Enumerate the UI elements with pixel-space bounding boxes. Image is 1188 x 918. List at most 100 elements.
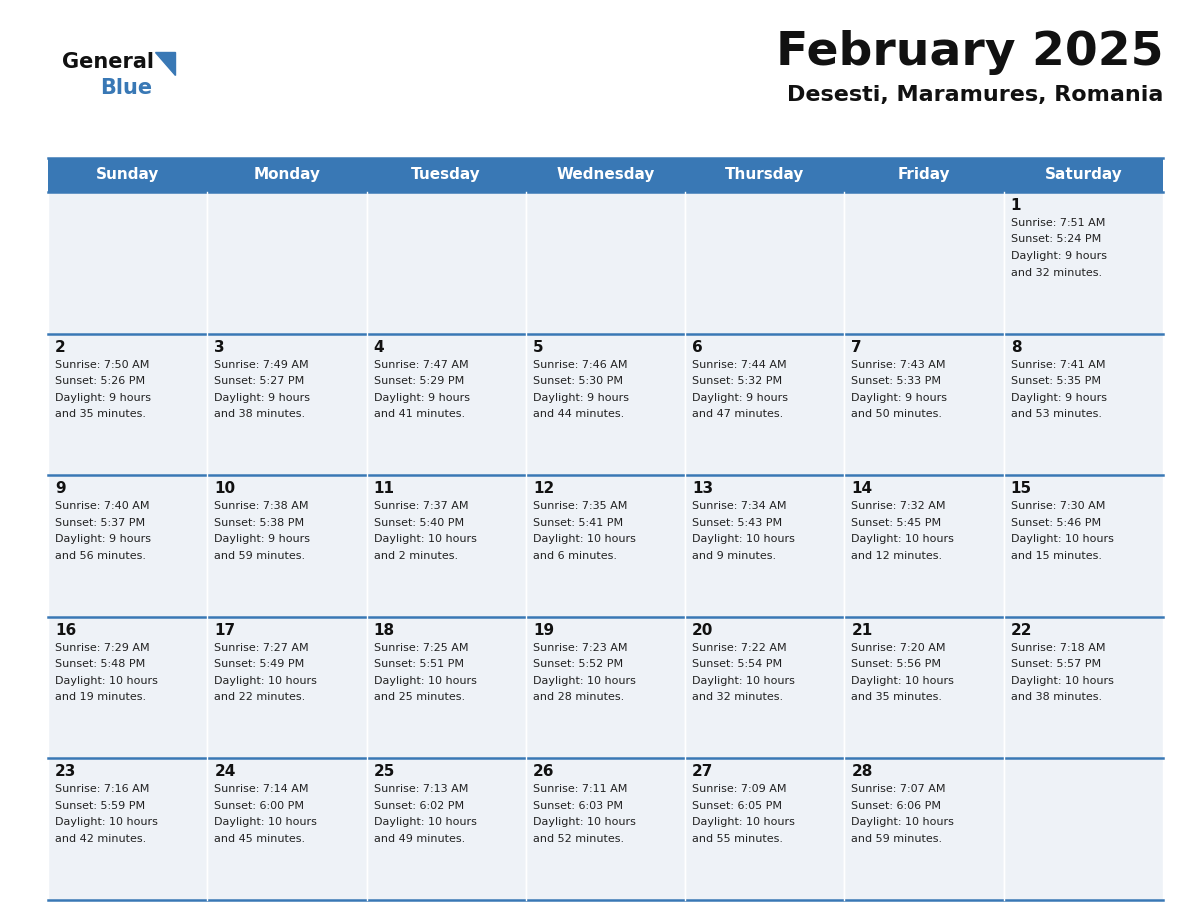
- Text: Sunrise: 7:16 AM: Sunrise: 7:16 AM: [55, 784, 150, 794]
- Text: Sunrise: 7:13 AM: Sunrise: 7:13 AM: [373, 784, 468, 794]
- Text: and 50 minutes.: and 50 minutes.: [852, 409, 942, 420]
- Text: February 2025: February 2025: [776, 30, 1163, 75]
- Bar: [367, 192, 526, 333]
- Text: Monday: Monday: [253, 167, 321, 183]
- Text: 5: 5: [533, 340, 543, 354]
- Text: Sunrise: 7:40 AM: Sunrise: 7:40 AM: [55, 501, 150, 511]
- Text: and 55 minutes.: and 55 minutes.: [693, 834, 783, 844]
- Text: Sunset: 5:37 PM: Sunset: 5:37 PM: [55, 518, 145, 528]
- Text: Sunrise: 7:34 AM: Sunrise: 7:34 AM: [693, 501, 786, 511]
- Text: Sunset: 5:33 PM: Sunset: 5:33 PM: [852, 376, 941, 386]
- Bar: [685, 476, 845, 617]
- Text: Sunset: 5:24 PM: Sunset: 5:24 PM: [1011, 234, 1101, 244]
- Text: and 52 minutes.: and 52 minutes.: [533, 834, 624, 844]
- Text: 25: 25: [373, 765, 394, 779]
- Text: Daylight: 10 hours: Daylight: 10 hours: [533, 817, 636, 827]
- Bar: [48, 758, 207, 900]
- Text: and 22 minutes.: and 22 minutes.: [214, 692, 305, 702]
- Text: Sunrise: 7:29 AM: Sunrise: 7:29 AM: [55, 643, 150, 653]
- Text: Sunrise: 7:37 AM: Sunrise: 7:37 AM: [373, 501, 468, 511]
- Text: 22: 22: [1011, 622, 1032, 638]
- Text: Sunset: 5:41 PM: Sunset: 5:41 PM: [533, 518, 623, 528]
- Text: 26: 26: [533, 765, 555, 779]
- Text: 19: 19: [533, 622, 554, 638]
- Bar: [48, 158, 1163, 192]
- Text: Daylight: 9 hours: Daylight: 9 hours: [1011, 251, 1107, 261]
- Text: Daylight: 10 hours: Daylight: 10 hours: [533, 534, 636, 544]
- Text: Sunrise: 7:25 AM: Sunrise: 7:25 AM: [373, 643, 468, 653]
- Bar: [207, 333, 367, 476]
- Bar: [845, 476, 1004, 617]
- Text: 13: 13: [693, 481, 713, 497]
- Text: Sunset: 6:02 PM: Sunset: 6:02 PM: [373, 800, 463, 811]
- Text: Daylight: 10 hours: Daylight: 10 hours: [55, 676, 158, 686]
- Text: and 49 minutes.: and 49 minutes.: [373, 834, 465, 844]
- Text: Sunset: 5:52 PM: Sunset: 5:52 PM: [533, 659, 623, 669]
- Text: Daylight: 10 hours: Daylight: 10 hours: [373, 817, 476, 827]
- Text: and 32 minutes.: and 32 minutes.: [1011, 267, 1101, 277]
- Bar: [207, 617, 367, 758]
- Text: Sunrise: 7:41 AM: Sunrise: 7:41 AM: [1011, 360, 1105, 370]
- Text: Sunset: 5:49 PM: Sunset: 5:49 PM: [214, 659, 304, 669]
- Text: and 44 minutes.: and 44 minutes.: [533, 409, 624, 420]
- Text: Daylight: 9 hours: Daylight: 9 hours: [1011, 393, 1107, 403]
- Text: and 41 minutes.: and 41 minutes.: [373, 409, 465, 420]
- Text: Daylight: 9 hours: Daylight: 9 hours: [214, 534, 310, 544]
- Text: and 56 minutes.: and 56 minutes.: [55, 551, 146, 561]
- Text: Thursday: Thursday: [725, 167, 804, 183]
- Text: Daylight: 10 hours: Daylight: 10 hours: [373, 676, 476, 686]
- Text: Daylight: 10 hours: Daylight: 10 hours: [373, 534, 476, 544]
- Text: 16: 16: [55, 622, 76, 638]
- Text: and 59 minutes.: and 59 minutes.: [852, 834, 942, 844]
- Text: Sunrise: 7:30 AM: Sunrise: 7:30 AM: [1011, 501, 1105, 511]
- Text: 6: 6: [693, 340, 703, 354]
- Text: Daylight: 10 hours: Daylight: 10 hours: [55, 817, 158, 827]
- Text: 28: 28: [852, 765, 873, 779]
- Text: Daylight: 10 hours: Daylight: 10 hours: [533, 676, 636, 686]
- Text: Daylight: 9 hours: Daylight: 9 hours: [214, 393, 310, 403]
- Text: Sunrise: 7:49 AM: Sunrise: 7:49 AM: [214, 360, 309, 370]
- Text: 7: 7: [852, 340, 862, 354]
- Bar: [526, 333, 685, 476]
- Text: 12: 12: [533, 481, 554, 497]
- Text: Sunset: 5:27 PM: Sunset: 5:27 PM: [214, 376, 304, 386]
- Text: 10: 10: [214, 481, 235, 497]
- Text: Sunset: 5:38 PM: Sunset: 5:38 PM: [214, 518, 304, 528]
- Text: Sunset: 6:06 PM: Sunset: 6:06 PM: [852, 800, 941, 811]
- Text: 14: 14: [852, 481, 872, 497]
- Text: 2: 2: [55, 340, 65, 354]
- Text: Daylight: 9 hours: Daylight: 9 hours: [693, 393, 788, 403]
- Text: Daylight: 9 hours: Daylight: 9 hours: [533, 393, 628, 403]
- Bar: [207, 476, 367, 617]
- Text: Sunset: 5:45 PM: Sunset: 5:45 PM: [852, 518, 942, 528]
- Bar: [685, 758, 845, 900]
- Text: and 35 minutes.: and 35 minutes.: [852, 692, 942, 702]
- Text: Sunrise: 7:22 AM: Sunrise: 7:22 AM: [693, 643, 786, 653]
- Text: Sunset: 6:03 PM: Sunset: 6:03 PM: [533, 800, 623, 811]
- Text: 17: 17: [214, 622, 235, 638]
- Text: 1: 1: [1011, 198, 1022, 213]
- Text: Sunday: Sunday: [96, 167, 159, 183]
- Text: Sunset: 5:51 PM: Sunset: 5:51 PM: [373, 659, 463, 669]
- Text: and 35 minutes.: and 35 minutes.: [55, 409, 146, 420]
- Text: Sunset: 5:40 PM: Sunset: 5:40 PM: [373, 518, 463, 528]
- Text: Daylight: 10 hours: Daylight: 10 hours: [693, 534, 795, 544]
- Text: 18: 18: [373, 622, 394, 638]
- Text: and 25 minutes.: and 25 minutes.: [373, 692, 465, 702]
- Text: Sunset: 5:54 PM: Sunset: 5:54 PM: [693, 659, 782, 669]
- Text: Sunset: 6:00 PM: Sunset: 6:00 PM: [214, 800, 304, 811]
- Text: Sunset: 6:05 PM: Sunset: 6:05 PM: [693, 800, 782, 811]
- Bar: [207, 192, 367, 333]
- Text: Daylight: 10 hours: Daylight: 10 hours: [852, 817, 954, 827]
- Bar: [1004, 192, 1163, 333]
- Text: Sunrise: 7:46 AM: Sunrise: 7:46 AM: [533, 360, 627, 370]
- Text: Saturday: Saturday: [1044, 167, 1123, 183]
- Text: Blue: Blue: [100, 78, 152, 98]
- Text: and 15 minutes.: and 15 minutes.: [1011, 551, 1101, 561]
- Bar: [526, 476, 685, 617]
- Bar: [685, 617, 845, 758]
- Bar: [48, 192, 207, 333]
- Text: Sunrise: 7:51 AM: Sunrise: 7:51 AM: [1011, 218, 1105, 228]
- Text: 27: 27: [693, 765, 714, 779]
- Bar: [845, 333, 1004, 476]
